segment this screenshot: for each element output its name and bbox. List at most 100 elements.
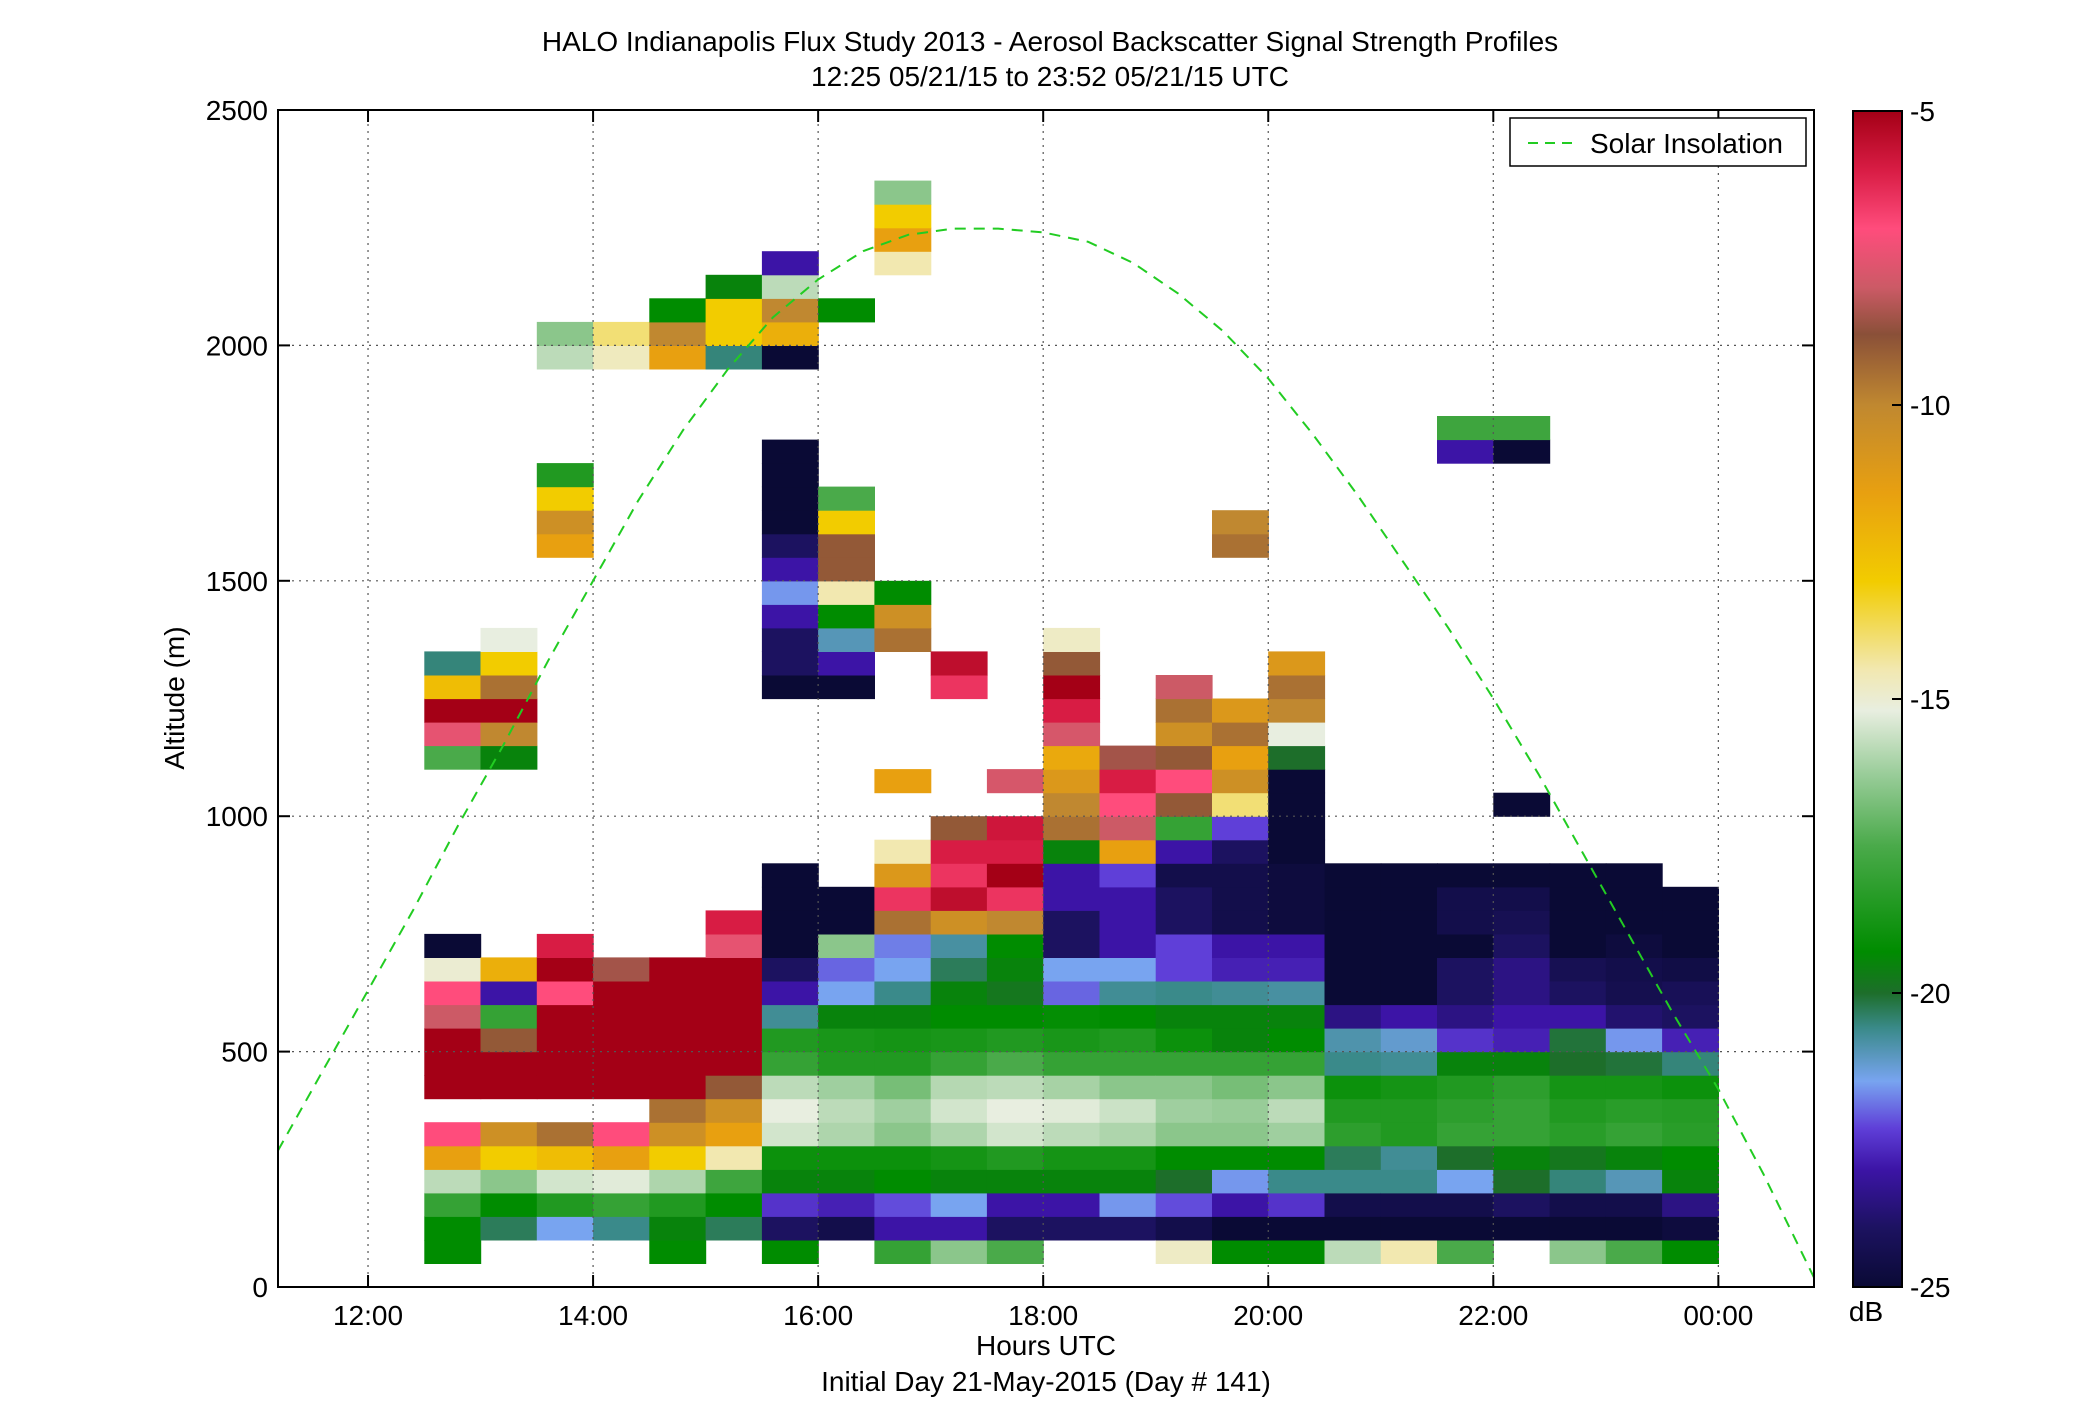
heatmap-cell	[1268, 722, 1326, 747]
heatmap-cell	[1043, 1098, 1101, 1123]
heatmap-cell	[986, 1028, 1044, 1053]
heatmap-cell	[1212, 1098, 1269, 1123]
plot-area: 12:00 14:00 16:00 18:00 20:00 22:00 00:00 0 500 1…	[206, 95, 1815, 1331]
heatmap-cell	[1549, 1004, 1607, 1029]
heatmap-cell	[1155, 816, 1213, 841]
heatmap-cell	[874, 604, 932, 629]
heatmap-cell	[1268, 1028, 1326, 1053]
heatmap-cell	[1043, 839, 1101, 864]
heatmap-cell	[1437, 1145, 1494, 1170]
heatmap-cell	[818, 1004, 875, 1029]
heatmap-cell	[1212, 1075, 1269, 1100]
legend-box	[1509, 117, 1807, 167]
colorbar-unit: dB	[1849, 1296, 1883, 1327]
heatmap-cell	[874, 769, 932, 794]
heatmap-cell	[761, 533, 819, 558]
heatmap-cell	[1155, 1075, 1213, 1100]
heatmap-cell	[1099, 957, 1157, 982]
heatmap-cell	[986, 816, 1044, 841]
heatmap-cell	[1493, 1145, 1551, 1170]
heatmap-cell	[874, 180, 932, 205]
heatmap-cell	[818, 510, 875, 535]
heatmap-cell	[818, 1098, 875, 1123]
y-tick-label: 2500	[206, 95, 268, 126]
legend: Solar Insolation	[1509, 117, 1807, 167]
heatmap-cell	[930, 1028, 988, 1053]
heatmap-cell	[593, 1075, 650, 1100]
heatmap-cell	[1268, 957, 1326, 982]
heatmap-cell	[1268, 1051, 1326, 1076]
heatmap-cell	[986, 933, 1044, 958]
heatmap-cell	[818, 910, 875, 935]
heatmap-cell	[1155, 910, 1213, 935]
heatmap-cell	[1549, 1122, 1607, 1147]
heatmap-cell	[1662, 957, 1719, 982]
heatmap-cell	[1099, 1169, 1157, 1194]
heatmap-cell	[480, 1145, 538, 1170]
heatmap-cell	[1099, 1004, 1157, 1029]
heatmap-cell	[761, 510, 819, 535]
heatmap-cell	[649, 345, 707, 370]
heatmap-cell	[1437, 1192, 1494, 1217]
heatmap-cell	[480, 1192, 538, 1217]
heatmap-cell	[986, 886, 1044, 911]
heatmap-cell	[1662, 1216, 1719, 1241]
heatmap-cell	[930, 816, 988, 841]
heatmap-cell	[424, 957, 482, 982]
heatmap-cell	[593, 1216, 650, 1241]
heatmap-cell	[874, 1145, 932, 1170]
heatmap-cell	[1380, 910, 1438, 935]
heatmap-cell	[818, 627, 875, 652]
heatmap-cell	[1380, 1028, 1438, 1053]
heatmap-cell	[1212, 1145, 1269, 1170]
heatmap-cell	[930, 1145, 988, 1170]
heatmap-cell	[1324, 933, 1382, 958]
heatmap-cell	[1493, 863, 1551, 888]
heatmap-cell	[424, 1028, 482, 1053]
heatmap-cell	[1043, 745, 1101, 770]
heatmap-cell	[1043, 769, 1101, 794]
heatmap-cell	[1043, 1004, 1101, 1029]
heatmap-cell	[761, 1051, 819, 1076]
heatmap-cell	[1212, 957, 1269, 982]
heatmap-cell	[1662, 1098, 1719, 1123]
colorbar: -25 -20 -15 -10 -5 dB	[1849, 96, 1951, 1327]
heatmap-cell	[1099, 863, 1157, 888]
heatmap-cell	[930, 957, 988, 982]
heatmap-cell	[1099, 1075, 1157, 1100]
heatmap-cell	[1099, 839, 1157, 864]
heatmap-cell	[705, 298, 763, 323]
heatmap-cell	[1155, 957, 1213, 982]
y-tick-label: 500	[221, 1037, 268, 1068]
heatmap-cell	[1043, 1075, 1101, 1100]
heatmap-cell	[424, 722, 482, 747]
heatmap-cell	[424, 1122, 482, 1147]
heatmap-cell	[1268, 1145, 1326, 1170]
heatmap-cell	[986, 1075, 1044, 1100]
heatmap-cell	[705, 1028, 763, 1053]
heatmap-cell	[536, 1192, 594, 1217]
heatmap-cell	[1324, 981, 1382, 1006]
heatmap-cell	[1437, 1239, 1494, 1264]
heatmap-cell	[930, 1239, 988, 1264]
heatmap-cell	[1437, 863, 1494, 888]
heatmap-cell	[1380, 863, 1438, 888]
heatmap-cell	[818, 933, 875, 958]
heatmap-cell	[480, 675, 538, 700]
heatmap-cell	[1155, 722, 1213, 747]
heatmap-cell	[761, 439, 819, 464]
heatmap-cell	[761, 321, 819, 346]
heatmap-cell	[1324, 1145, 1382, 1170]
heatmap-cell	[1043, 1169, 1101, 1194]
heatmap-cell	[818, 1075, 875, 1100]
heatmap-cell	[1212, 792, 1269, 817]
heatmap-cell	[1380, 1145, 1438, 1170]
heatmap-cell	[818, 298, 875, 323]
heatmap-cell	[1605, 1145, 1663, 1170]
heatmap-cell	[536, 1122, 594, 1147]
heatmap-cell	[536, 1051, 594, 1076]
x-tick-label: 18:00	[1008, 1300, 1078, 1331]
heatmap-cell	[1099, 1122, 1157, 1147]
heatmap-cell	[1493, 1051, 1551, 1076]
heatmap-cell	[761, 1004, 819, 1029]
